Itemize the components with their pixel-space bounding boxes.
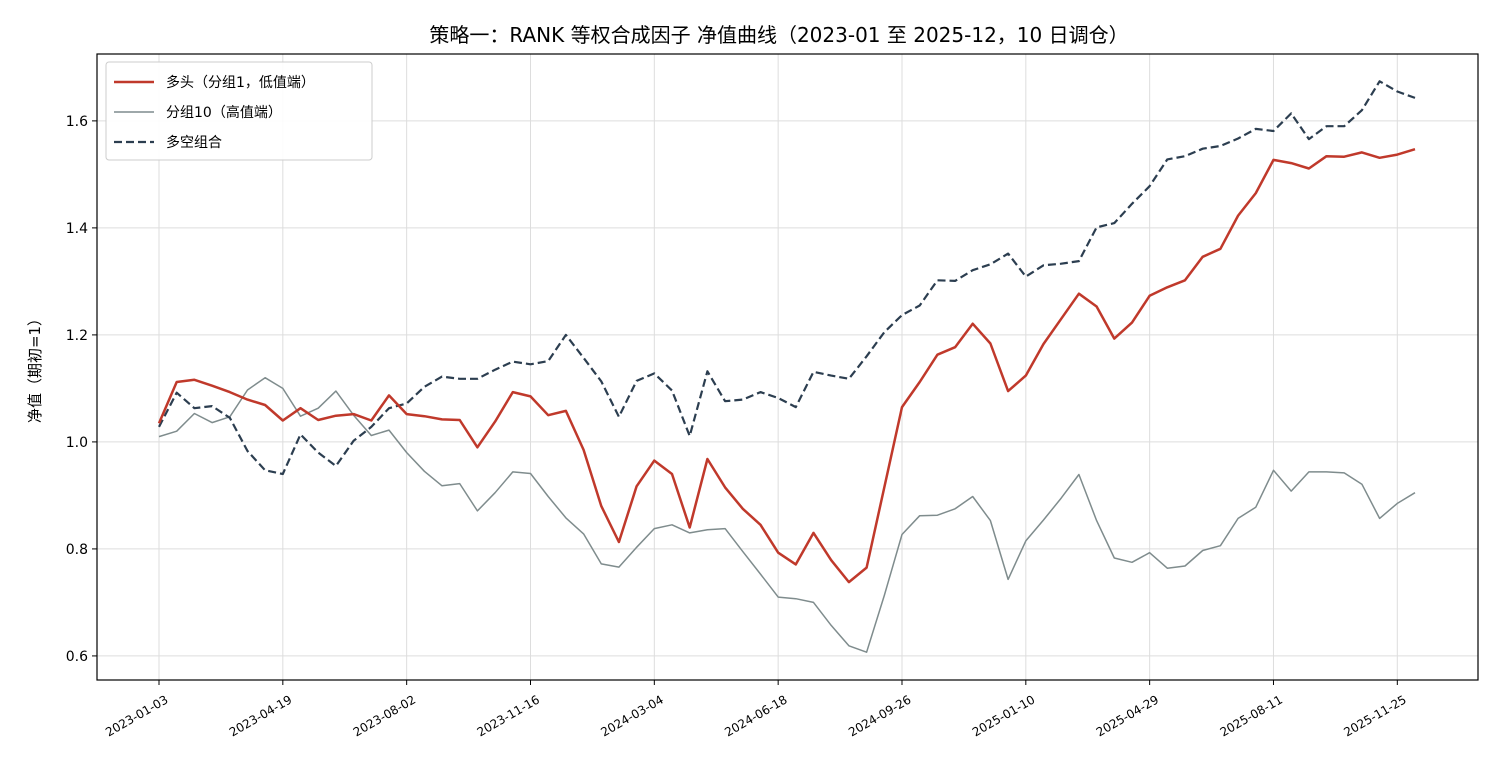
x-axis: 2023-01-03 2023-04-19 2023-08-02 2023-11-16… (103, 680, 1409, 739)
x-tick-label: 2023-08-02 (351, 692, 418, 739)
x-tick-label: 2023-04-19 (227, 692, 294, 739)
legend: 多头（分组1，低值端） 分组10（高值端） 多空组合 (105, 61, 373, 161)
legend-label-1: 分组10（高值端） (166, 104, 282, 121)
x-tick-label: 2023-01-03 (103, 692, 170, 739)
x-tick-label: 2023-11-16 (475, 692, 542, 739)
chart-title: 策略一：RANK 等权合成因子 净值曲线（2023-01 至 2025-12，1… (429, 23, 1128, 47)
legend-label-0: 多头（分组1，低值端） (166, 74, 315, 91)
y-tick-label: 1.4 (66, 221, 88, 237)
y-tick-label: 0.8 (66, 542, 88, 558)
series-group (157, 80, 1416, 653)
x-tick-label: 2025-04-29 (1094, 692, 1161, 739)
x-tick-label: 2024-06-18 (722, 692, 789, 739)
series-line-0 (157, 148, 1416, 584)
y-tick-label: 1.2 (66, 328, 88, 344)
legend-label-2: 多空组合 (166, 134, 222, 151)
x-tick-label: 2025-01-10 (970, 692, 1037, 739)
series-line-2 (158, 80, 1416, 476)
series-line-1 (158, 376, 1416, 653)
y-tick-label: 0.6 (66, 649, 88, 665)
x-tick-label: 2024-03-04 (598, 692, 665, 739)
x-tick-label: 2024-09-26 (846, 692, 913, 739)
x-tick-label: 2025-08-11 (1218, 692, 1285, 739)
y-axis: 0.6 0.8 1.0 1.2 1.4 1.6 (66, 114, 97, 665)
y-axis-label: 净值（期初=1） (26, 311, 44, 423)
legend-frame (105, 61, 373, 161)
y-tick-label: 1.0 (66, 435, 88, 451)
y-tick-label: 1.6 (66, 114, 88, 130)
x-tick-label: 2025-11-25 (1341, 692, 1408, 739)
plot-frame (96, 53, 1479, 681)
